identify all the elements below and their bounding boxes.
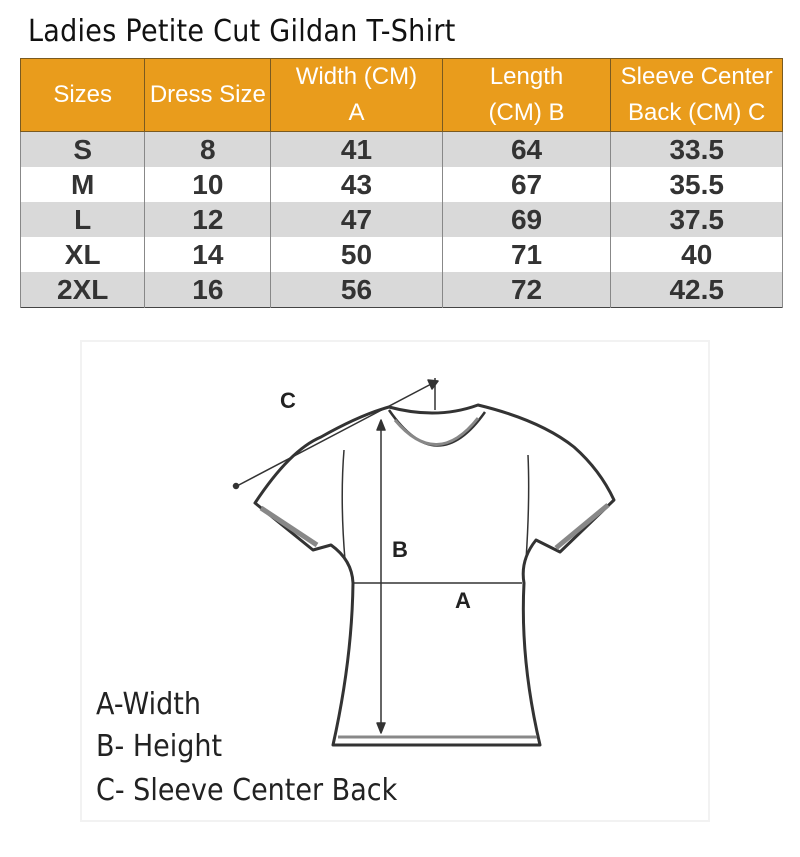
header-length: Length (CM) B — [441, 58, 612, 132]
table-cell: 47 — [270, 202, 443, 237]
table-row: XL 14 50 71 40 — [19, 237, 783, 272]
table-cell: 64 — [441, 131, 612, 167]
size-chart-table: Sizes Dress Size Width (CM) A Length (CM… — [19, 58, 783, 308]
measure-c-line — [234, 381, 436, 488]
table-cell: 16 — [144, 272, 272, 308]
table-cell: M — [19, 167, 146, 202]
header-dress-size: Dress Size — [144, 58, 272, 132]
seam-left — [341, 449, 346, 561]
table-row: M 10 43 67 35.5 — [19, 167, 783, 202]
table-cell: 35.5 — [610, 167, 783, 202]
table-cell: 10 — [144, 167, 272, 202]
legend-c: C- Sleeve Center Back — [96, 773, 398, 808]
arrow-b-bottom-icon — [376, 722, 386, 734]
table-cell: 50 — [270, 237, 443, 272]
table-cell: 69 — [441, 202, 612, 237]
table-cell: 72 — [441, 272, 612, 308]
header-sleeve: Sleeve Center Back (CM) C — [610, 58, 783, 132]
seam-right — [525, 454, 530, 561]
table-cell: 43 — [270, 167, 443, 202]
table-cell: 71 — [441, 237, 612, 272]
tshirt-diagram — [80, 340, 710, 822]
table-cell: 8 — [144, 131, 272, 167]
page-title: Ladies Petite Cut Gildan T-Shirt — [28, 14, 456, 49]
label-c: C — [280, 388, 296, 413]
header-width: Width (CM) A — [270, 58, 443, 132]
table-header-row: Sizes Dress Size Width (CM) A Length (CM… — [19, 58, 783, 132]
table-cell: 33.5 — [610, 131, 783, 167]
table-cell: 56 — [270, 272, 443, 308]
table-cell: 12 — [144, 202, 272, 237]
table-cell: 14 — [144, 237, 272, 272]
tshirt-outline — [253, 403, 616, 747]
label-b: B — [392, 537, 408, 562]
label-a: A — [455, 588, 471, 613]
table-row: L 12 47 69 37.5 — [19, 202, 783, 237]
sleeve-cuff-left — [259, 505, 319, 548]
table-cell: S — [19, 131, 146, 167]
neck-rib — [393, 417, 480, 446]
table-cell: L — [19, 202, 146, 237]
legend-a: A-Width — [96, 687, 201, 722]
table-cell: 40 — [610, 237, 783, 272]
table-cell: 2XL — [19, 272, 146, 308]
table-row: S 8 41 64 33.5 — [19, 131, 783, 167]
sleeve-cuff-right — [554, 503, 610, 550]
table-cell: 42.5 — [610, 272, 783, 308]
dot-c-icon — [232, 482, 240, 490]
table-row: 2XL 16 56 72 42.5 — [19, 272, 783, 308]
arrow-c-icon — [427, 379, 439, 390]
table-cell: 41 — [270, 131, 443, 167]
arrow-b-top-icon — [376, 419, 386, 431]
table-cell: XL — [19, 237, 146, 272]
table-cell: 37.5 — [610, 202, 783, 237]
legend-b: B- Height — [96, 729, 223, 764]
table-cell: 67 — [441, 167, 612, 202]
header-sizes: Sizes — [19, 58, 146, 132]
